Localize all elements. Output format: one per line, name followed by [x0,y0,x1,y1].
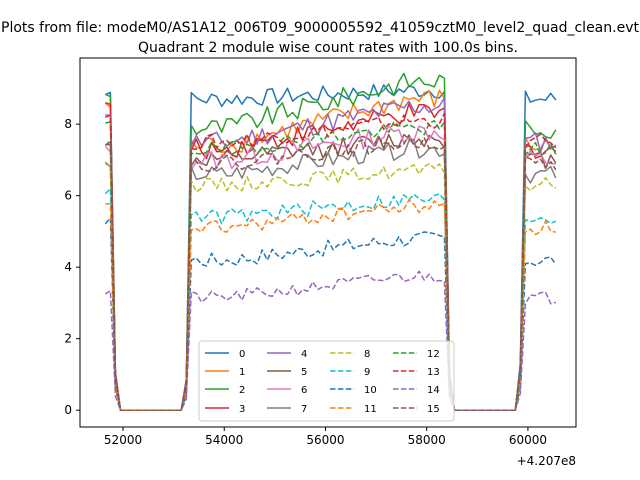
legend-label: 7 [301,404,307,415]
x-tick-label: 58000 [408,433,446,447]
legend-label: 8 [364,349,370,360]
legend-label: 1 [239,367,245,378]
y-tick-label: 8 [64,117,72,131]
legend-label: 3 [239,404,245,415]
legend-box [198,340,455,422]
y-tick-label: 6 [64,189,72,203]
legend-label: 13 [427,367,440,378]
plot-area-frame [79,57,577,428]
x-tick-label: 52000 [104,433,142,447]
y-axis-ticks: 0 2 4 6 8 [64,117,80,417]
legend-label: 10 [364,385,377,396]
series-line-15 [104,134,557,411]
chart-title: Quadrant 2 module wise count rates with … [138,40,518,56]
legend-label: 11 [364,404,377,415]
legend-label: 4 [301,349,307,360]
legend-label: 9 [364,367,370,378]
x-tick-label: 54000 [205,433,243,447]
plot-series-group [104,72,557,411]
figure-suptitle: Plots from file: modeM0/AS1A12_006T09_90… [1,20,639,36]
legend-label: 6 [301,385,307,396]
legend-label: 5 [301,367,307,378]
legend-label: 12 [427,349,440,360]
y-tick-label: 2 [64,332,72,346]
x-tick-label: 56000 [306,433,344,447]
x-axis-offset-label: +4.207e8 [517,454,576,468]
legend-label: 2 [239,385,245,396]
legend-label: 0 [239,349,245,360]
legend-label: 14 [427,385,440,396]
legend-label: 15 [427,404,440,415]
x-axis-ticks: 52000 54000 56000 58000 60000 [104,427,547,447]
y-tick-label: 0 [64,403,72,417]
x-tick-label: 60000 [509,433,547,447]
y-tick-label: 4 [64,260,72,274]
